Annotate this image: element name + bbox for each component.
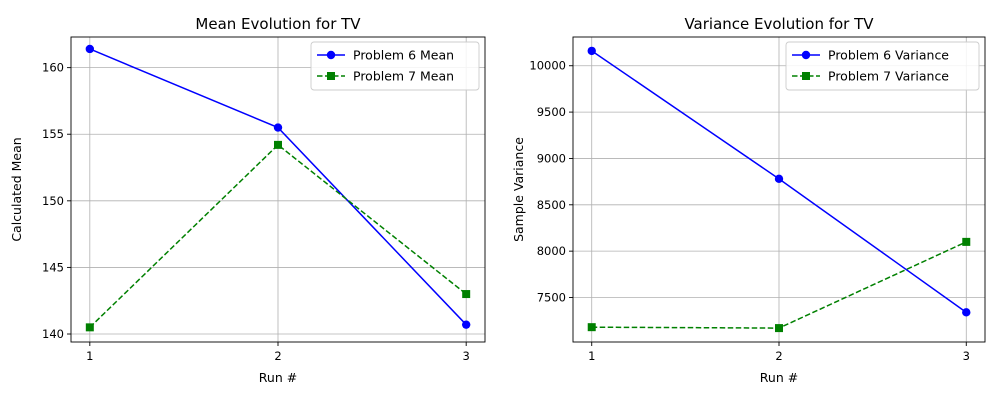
chart-2: 1 2 3 7500 8000 8500 9000 9500 10000 Variance Evo… bbox=[511, 15, 986, 385]
data-point bbox=[85, 44, 95, 54]
legend-marker bbox=[802, 72, 810, 80]
data-point bbox=[587, 323, 596, 332]
legend-label: Problem 7 Variance bbox=[828, 69, 949, 84]
legend-marker bbox=[326, 50, 336, 60]
data-point bbox=[587, 46, 596, 56]
legend-marker bbox=[801, 50, 811, 60]
legend-label: Problem 6 Variance bbox=[828, 48, 949, 63]
data-point bbox=[774, 174, 784, 184]
data-point bbox=[461, 320, 471, 329]
legend-label: Problem 6 Mean bbox=[353, 48, 454, 63]
y-tick-label: 9000 bbox=[537, 151, 566, 165]
legend-box bbox=[785, 41, 980, 91]
data-point bbox=[85, 323, 94, 332]
y-tick-label: 155 bbox=[42, 127, 64, 141]
y-tick-label: 7500 bbox=[537, 291, 566, 305]
data-point bbox=[962, 237, 971, 246]
y-tick-label: 145 bbox=[42, 260, 64, 274]
x-axis-label: Run # bbox=[259, 370, 297, 385]
y-tick-label: 10000 bbox=[529, 59, 566, 73]
data-point bbox=[274, 140, 282, 149]
x-tick-label: 3 bbox=[463, 349, 470, 363]
x-tick-label: 2 bbox=[775, 349, 782, 363]
y-tick-label: 9500 bbox=[537, 105, 566, 119]
y-tick-label: 150 bbox=[42, 194, 64, 208]
y-tick-label: 160 bbox=[42, 61, 64, 75]
chart-title: Variance Evolution for TV bbox=[684, 15, 874, 33]
x-tick-label: 3 bbox=[963, 349, 970, 363]
x-axis-label: Run # bbox=[760, 370, 798, 385]
legend-label: Problem 7 Mean bbox=[353, 69, 454, 84]
data-point bbox=[775, 324, 783, 333]
y-axis-label: Sample Variance bbox=[511, 137, 526, 242]
x-tick-label: 1 bbox=[86, 349, 93, 363]
x-tick-label: 1 bbox=[588, 349, 595, 363]
x-tick-label: 2 bbox=[274, 349, 281, 363]
data-point bbox=[273, 123, 283, 132]
legend-marker bbox=[327, 72, 335, 80]
legend: Problem 6 Variance Problem 7 Variance bbox=[785, 41, 980, 91]
y-axis-label: Calculated Mean bbox=[9, 137, 24, 241]
chart-1: 1 2 3 140 145 150 155 160 Mean Evolution for TV R… bbox=[9, 15, 486, 385]
y-tick-label: 8500 bbox=[537, 198, 566, 212]
y-tick-label: 8000 bbox=[537, 244, 566, 258]
y-tick-label: 140 bbox=[42, 327, 64, 341]
chart-title: Mean Evolution for TV bbox=[195, 15, 361, 33]
data-point bbox=[462, 290, 471, 299]
legend: Problem 6 Mean Problem 7 Mean bbox=[310, 41, 480, 91]
legend-box bbox=[310, 41, 480, 91]
data-point bbox=[962, 308, 971, 317]
